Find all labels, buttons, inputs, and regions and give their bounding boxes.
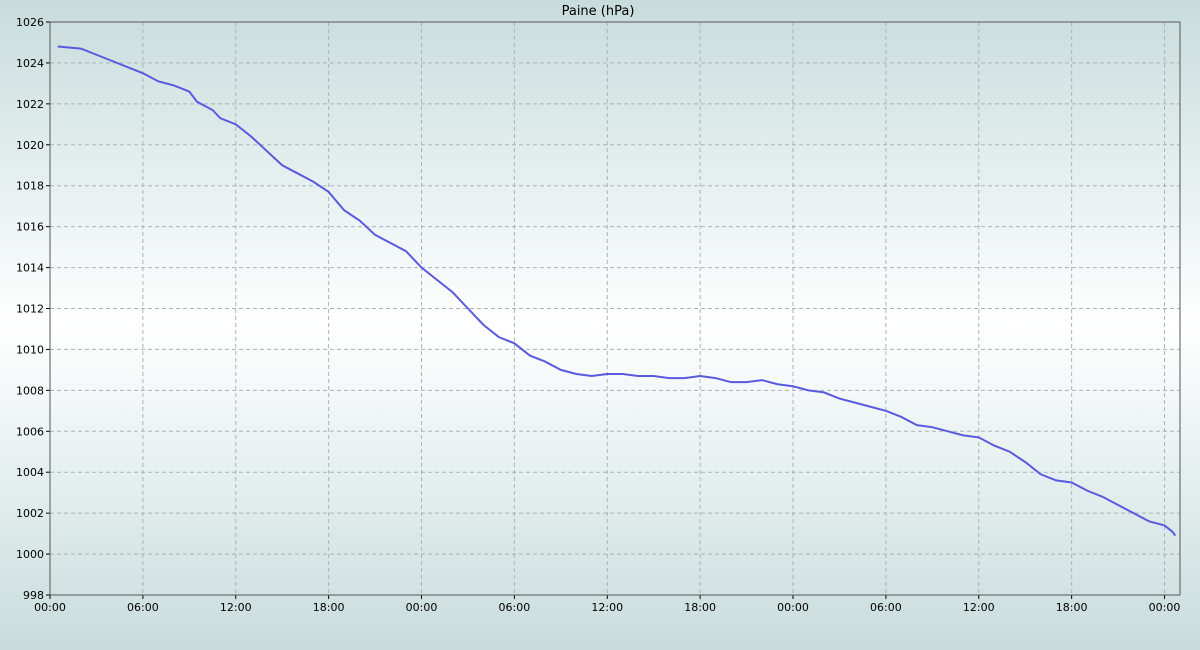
y-tick-label: 1012 [16, 303, 44, 316]
x-tick-label: 06:00 [870, 601, 902, 614]
y-tick-label: 1000 [16, 548, 44, 561]
y-tick-label: 1020 [16, 139, 44, 152]
y-tick-label: 1024 [16, 57, 44, 70]
y-tick-label: 1018 [16, 180, 44, 193]
x-tick-label: 00:00 [1149, 601, 1181, 614]
y-tick-label: 1022 [16, 98, 44, 111]
y-tick-label: 1004 [16, 466, 44, 479]
x-tick-label: 18:00 [313, 601, 345, 614]
y-tick-label: 998 [23, 589, 44, 602]
x-tick-label: 12:00 [591, 601, 623, 614]
plot-frame [49, 21, 1181, 596]
y-tick-label: 1026 [16, 16, 44, 29]
x-tick-label: 00:00 [406, 601, 438, 614]
y-tick-label: 1016 [16, 221, 44, 234]
x-tick-label: 12:00 [220, 601, 252, 614]
y-tick-label: 1010 [16, 343, 44, 356]
y-tick-label: 1008 [16, 384, 44, 397]
x-tick-label: 12:00 [963, 601, 995, 614]
y-tick-label: 1002 [16, 507, 44, 520]
x-tick-label: 00:00 [777, 601, 809, 614]
data-line [57, 45, 1177, 537]
y-tick-label: 1014 [16, 262, 44, 275]
x-tick-label: 00:00 [34, 601, 66, 614]
x-tick-label: 18:00 [1056, 601, 1088, 614]
x-tick-label: 18:00 [684, 601, 716, 614]
y-tick-label: 1006 [16, 425, 44, 438]
chart-title: Paine (hPa) [562, 4, 635, 19]
x-tick-label: 06:00 [127, 601, 159, 614]
x-tick-label: 06:00 [499, 601, 531, 614]
